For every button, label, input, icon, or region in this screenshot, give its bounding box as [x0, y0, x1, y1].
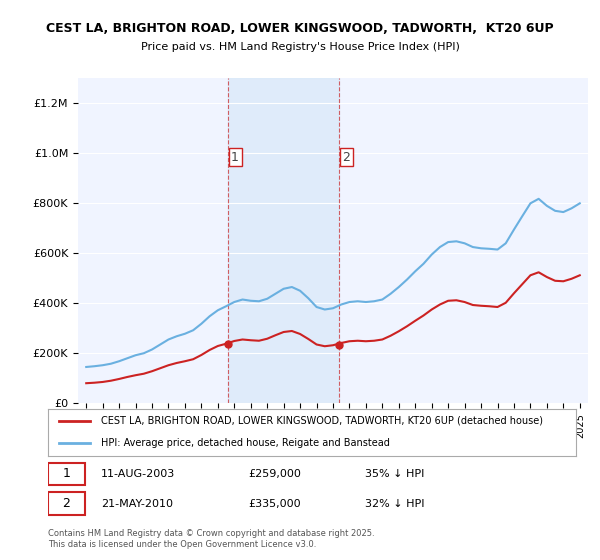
- Text: CEST LA, BRIGHTON ROAD, LOWER KINGSWOOD, TADWORTH, KT20 6UP (detached house): CEST LA, BRIGHTON ROAD, LOWER KINGSWOOD,…: [101, 416, 543, 426]
- Text: £335,000: £335,000: [248, 498, 301, 508]
- Text: CEST LA, BRIGHTON ROAD, LOWER KINGSWOOD, TADWORTH,  KT20 6UP: CEST LA, BRIGHTON ROAD, LOWER KINGSWOOD,…: [46, 22, 554, 35]
- Text: HPI: Average price, detached house, Reigate and Banstead: HPI: Average price, detached house, Reig…: [101, 438, 389, 448]
- Text: Contains HM Land Registry data © Crown copyright and database right 2025.
This d: Contains HM Land Registry data © Crown c…: [48, 529, 374, 549]
- Text: Price paid vs. HM Land Registry's House Price Index (HPI): Price paid vs. HM Land Registry's House …: [140, 42, 460, 52]
- Text: 2: 2: [343, 151, 350, 164]
- Text: 35% ↓ HPI: 35% ↓ HPI: [365, 469, 424, 479]
- Text: 21-MAY-2010: 21-MAY-2010: [101, 498, 173, 508]
- FancyBboxPatch shape: [48, 492, 85, 515]
- Bar: [228, 78, 339, 403]
- Text: 2: 2: [62, 497, 70, 510]
- Text: 11-AUG-2003: 11-AUG-2003: [101, 469, 175, 479]
- FancyBboxPatch shape: [48, 463, 85, 486]
- Text: £259,000: £259,000: [248, 469, 302, 479]
- Text: 1: 1: [231, 151, 239, 164]
- Text: 32% ↓ HPI: 32% ↓ HPI: [365, 498, 424, 508]
- Text: 1: 1: [62, 468, 70, 480]
